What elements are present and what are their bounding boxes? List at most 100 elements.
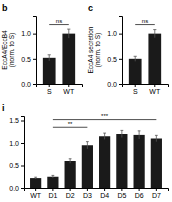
y-tick-mark (119, 34, 122, 35)
x-tick-label: D4 (100, 192, 109, 199)
error-cap (69, 158, 72, 159)
y-tick-label: 1.0 (9, 140, 19, 147)
y-tick: 0.0 (21, 81, 36, 88)
error-bar (69, 159, 72, 164)
x-tick-label: D1 (48, 192, 57, 199)
annotation: ns (142, 18, 148, 24)
y-tick-mark (119, 84, 122, 85)
y-axis: 0.00.51.01.5 (9, 117, 24, 192)
y-tick-label: 0.0 (21, 81, 31, 88)
error-bar (134, 56, 137, 61)
error-stem (49, 55, 50, 61)
bar (134, 135, 145, 188)
annotation: ** (68, 121, 73, 127)
error-bar (48, 55, 51, 61)
error-cap (34, 177, 37, 178)
x-tick: WT (63, 84, 75, 95)
y-tick-mark (21, 188, 24, 189)
y-tick: 1.0 (21, 30, 36, 37)
x-tick-mark (87, 188, 88, 191)
error-stem (87, 142, 88, 149)
y-tick-mark (119, 59, 122, 60)
x-tick-label: WT (63, 88, 75, 95)
error-stem (68, 29, 69, 38)
y-tick: 0.0 (107, 81, 122, 88)
x-tick-mark (49, 84, 50, 87)
bar (62, 34, 75, 84)
y-tick-mark (21, 121, 24, 122)
x-tick-label: D2 (66, 192, 75, 199)
y-tick-mark (33, 84, 36, 85)
annotation: ns (56, 18, 62, 24)
bracket (49, 24, 69, 25)
error-stem (70, 159, 71, 164)
error-cap (120, 130, 123, 131)
x-tick-label: D3 (83, 192, 92, 199)
x-tick: D3 (83, 188, 92, 199)
error-bar (86, 142, 89, 149)
error-stem (156, 135, 157, 141)
x-tick-mark (154, 84, 155, 87)
x-tick-mark (35, 188, 36, 191)
x-axis-line (25, 189, 169, 192)
y-axis: 0.0 0.5 1.0 (21, 17, 36, 88)
y-axis-line (21, 117, 25, 189)
panel: 0.00.51.01.5WTD1D2D3D4D5D6D7*****i (2, 103, 169, 199)
x-axis-line (37, 85, 83, 88)
x-tick-mark (156, 188, 157, 191)
error-bar (155, 135, 158, 141)
bar (99, 136, 110, 188)
y-label-line: EccA4/EccB4 (1, 30, 8, 70)
error-bar (34, 177, 37, 179)
plot-area (30, 130, 162, 188)
title: c (88, 3, 93, 13)
error-cap (103, 133, 106, 134)
y-tick-label: 0.5 (107, 56, 117, 63)
x-tick-mark (139, 188, 140, 191)
x-tick-mark (70, 188, 71, 191)
x-axis: WT D1 D2 D3 D4 D5 D6 D7 (25, 188, 169, 199)
y-tick: 1.0 (107, 30, 122, 37)
x-tick: D4 (100, 188, 109, 199)
error-stem (139, 131, 140, 139)
bracket (53, 127, 87, 128)
x-tick-mark (52, 188, 53, 191)
y-label: EccA4/EccB4(norm. to S) (1, 30, 16, 70)
y-tick: 0.5 (9, 162, 24, 169)
plot-area (43, 29, 75, 84)
error-cap (67, 29, 70, 30)
error-bar (138, 131, 141, 139)
x-tick: S (47, 84, 52, 95)
title: i (2, 103, 5, 113)
error-cap (138, 130, 141, 131)
x-tick-label: D5 (117, 192, 126, 199)
bar (47, 177, 58, 188)
x-tick: WT (30, 188, 42, 199)
error-bar (51, 175, 54, 178)
bar (116, 134, 127, 188)
x-tick-label: WT (149, 88, 161, 95)
x-tick-label: S (133, 88, 138, 95)
error-cap (153, 29, 156, 30)
x-tick: D1 (48, 188, 57, 199)
y-tick-label: 0.0 (9, 185, 19, 192)
plot-area (129, 30, 161, 84)
error-cap (86, 141, 89, 142)
error-bar (103, 133, 106, 139)
y-axis: 0.0 0.5 1.0 (107, 17, 122, 88)
error-bar (67, 29, 70, 38)
y-label-line: (norm. to S) (8, 33, 16, 67)
x-tick-label: D6 (135, 192, 144, 199)
y-tick: 0.5 (21, 56, 36, 63)
error-bar (120, 130, 123, 137)
error-cap (155, 135, 158, 136)
x-tick-mark (121, 188, 122, 191)
y-label: EccA4 secretion(norm. to S) (87, 26, 102, 73)
x-tick: D7 (152, 188, 161, 199)
bracket (135, 24, 155, 25)
x-tick-label: D7 (152, 192, 161, 199)
x-tick: WT (149, 84, 161, 95)
bar (30, 178, 41, 188)
figure: 0.00.51.0SWTnsEccA4/EccB4(norm. to S)b0.… (0, 0, 172, 202)
x-tick: D6 (135, 188, 144, 199)
